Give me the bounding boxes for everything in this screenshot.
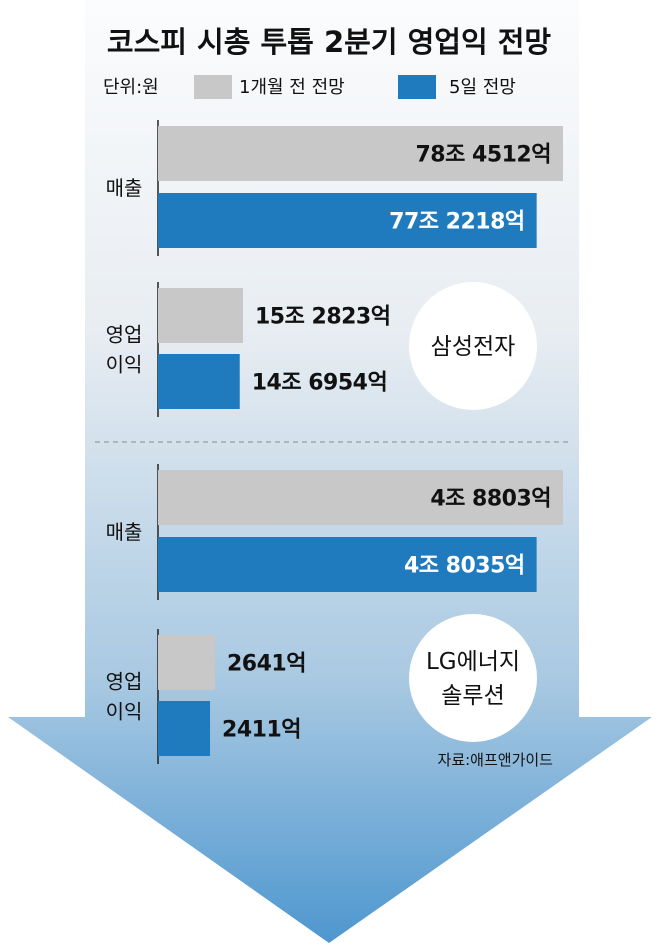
value-label: 77조 2218억: [389, 210, 525, 235]
category-label: 매출: [106, 176, 143, 200]
value-label: 2641억: [227, 652, 306, 677]
legend-label-now: 5일 전망: [449, 77, 516, 98]
bar-now: [158, 193, 537, 248]
category-label: 매출: [106, 520, 143, 544]
bar-prev: [158, 288, 243, 343]
company-bubble: [409, 282, 537, 410]
unit-label: 단위:원: [103, 77, 159, 98]
value-label: 78조 4512억: [416, 143, 552, 168]
bar-prev: [158, 470, 563, 525]
value-label: 2411억: [222, 718, 301, 743]
bar-now: [158, 354, 240, 409]
value-label: 14조 6954억: [252, 371, 387, 396]
company-bubble: [409, 614, 537, 742]
category-label: 영업: [106, 323, 143, 347]
bar-now: [158, 701, 211, 756]
value-label: 4조 8803억: [430, 487, 551, 512]
chart-title: 코스피 시총 투톱 2분기 영업익 전망: [107, 25, 551, 59]
legend-label-prev: 1개월 전 전망: [239, 77, 345, 98]
value-label: 15조 2823억: [255, 305, 391, 330]
value-label: 4조 8035억: [404, 554, 525, 579]
legend-swatch-prev: [194, 75, 232, 99]
bar-prev: [158, 635, 215, 690]
bar-prev: [158, 126, 563, 181]
bar-now: [158, 537, 537, 592]
company-name: 삼성전자: [431, 334, 516, 360]
category-label: 이익: [106, 353, 143, 377]
category-label: 영업: [106, 670, 143, 694]
company-name: 솔루션: [441, 683, 504, 709]
company-name: LG에너지: [426, 649, 520, 675]
legend-swatch-now: [398, 75, 436, 99]
category-label: 이익: [106, 700, 143, 724]
source-label: 자료:애프앤가이드: [438, 751, 554, 769]
